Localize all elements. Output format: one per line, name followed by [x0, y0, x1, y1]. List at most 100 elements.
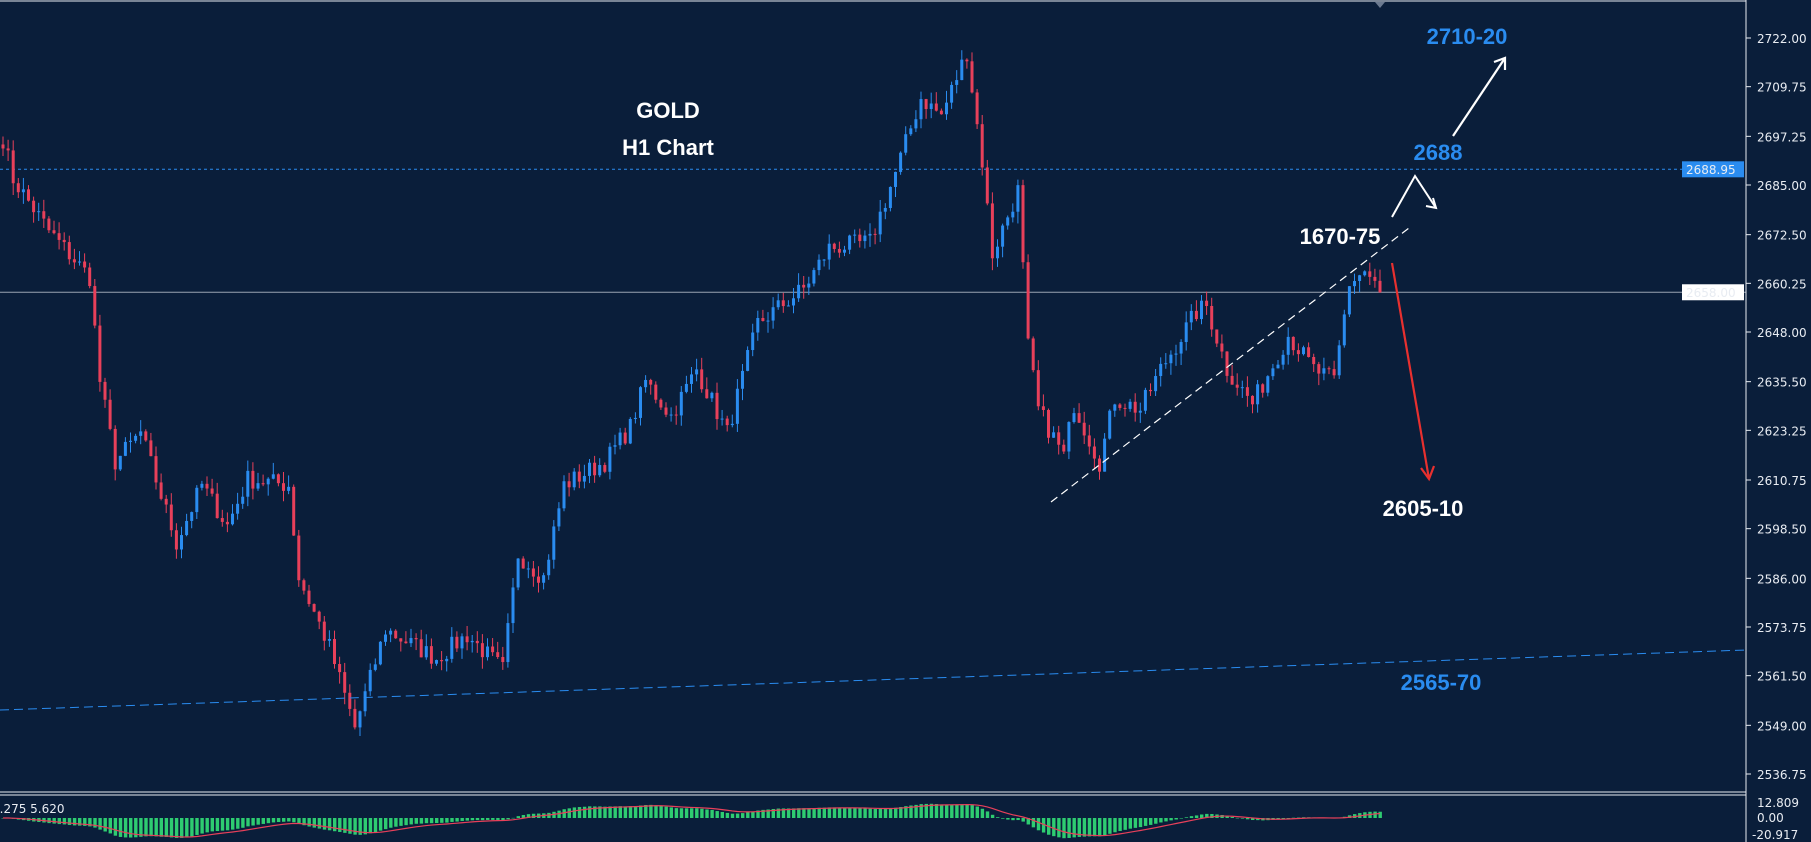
candles [1, 50, 1382, 737]
candle-body [475, 640, 479, 644]
macd-bar [1062, 818, 1066, 839]
macd-bar [215, 818, 220, 832]
macd-bar [174, 818, 179, 839]
macd-bar [858, 808, 862, 818]
macd-bar [639, 805, 643, 818]
macd-bar [725, 812, 730, 818]
macd-bar [180, 818, 184, 838]
macd-bar [588, 806, 592, 818]
candle-body [236, 503, 240, 514]
macd-bar [470, 818, 475, 821]
candle-body [1230, 375, 1234, 385]
macd-bar [669, 807, 673, 818]
macd-bar [1021, 818, 1025, 822]
macd-bar [1072, 818, 1076, 838]
macd-bar [531, 813, 536, 818]
bullish-arrow [1452, 57, 1506, 137]
macd-bar [1057, 818, 1061, 838]
candle-body [1322, 368, 1326, 374]
candle-body [934, 103, 938, 111]
candle-body [526, 568, 530, 570]
macd-bar [307, 818, 311, 827]
macd-bar [1128, 818, 1132, 829]
macd-bar [970, 805, 974, 818]
zigzag-arrow-head [1425, 197, 1438, 210]
macd-bar [1194, 815, 1199, 818]
candle-body [98, 325, 102, 382]
macd-bar [1138, 818, 1143, 828]
candle-body [78, 261, 81, 263]
annotation-target-high: 2710-20 [1427, 24, 1508, 49]
macd-bar [1016, 818, 1020, 821]
macd-bar [1149, 818, 1153, 825]
macd-bar [649, 804, 653, 818]
candle-body [1138, 410, 1142, 413]
candle-body [1052, 432, 1056, 438]
macd-bar [1001, 818, 1005, 819]
macd-bar [57, 818, 61, 825]
candle-body [159, 482, 163, 499]
candle-body [1036, 370, 1040, 407]
macd-bar [98, 818, 102, 830]
candle-body [792, 298, 795, 306]
channel-trendline [1050, 227, 1410, 503]
candle-body [1149, 389, 1152, 392]
candle-body [899, 152, 903, 172]
macd-bar [261, 818, 265, 824]
macd-bar [526, 814, 531, 818]
bearish-arrow [1390, 262, 1431, 480]
candle-body [384, 634, 387, 642]
candle-body [715, 392, 719, 420]
candle-body [914, 119, 918, 129]
candle-body [674, 414, 678, 416]
macd-bar [837, 807, 842, 818]
candle-body [618, 432, 622, 446]
macd-bar [1200, 814, 1204, 818]
macd-bar [394, 818, 398, 827]
candle-body [139, 431, 143, 436]
macd-bar [1118, 818, 1122, 831]
macd-bar [960, 804, 964, 818]
candle-body [904, 134, 908, 153]
candle-body [807, 283, 811, 288]
candle-body [1133, 401, 1137, 413]
macd-bar [1174, 818, 1178, 820]
candle-body [1072, 413, 1076, 423]
candle-body [1189, 310, 1193, 323]
candle-body [368, 669, 372, 692]
candle-body [1077, 413, 1081, 423]
candle-body [894, 171, 897, 187]
macd-bar [557, 810, 561, 818]
candle-body [83, 261, 87, 268]
candle-body [205, 483, 209, 489]
candle-body [537, 576, 540, 583]
macd-bar [164, 818, 169, 837]
macd-bar [389, 818, 393, 828]
candle-body [848, 235, 852, 250]
macd-bar [593, 806, 597, 818]
macd-bar [1378, 811, 1382, 818]
candle-body [771, 307, 775, 321]
candle-body [123, 441, 127, 456]
macd-bar [996, 817, 1000, 818]
candle-body [343, 672, 347, 693]
macd-bar [190, 818, 194, 837]
candle-body [440, 660, 444, 662]
macd-bar [990, 814, 995, 818]
macd-bar [929, 803, 934, 818]
macd-bar [1210, 814, 1214, 818]
macd-bar [659, 805, 663, 818]
candle-body [307, 590, 311, 605]
candle-body [42, 211, 46, 219]
candle-body [1021, 185, 1025, 263]
chart-shift-marker[interactable] [1375, 2, 1385, 8]
candle-body [684, 383, 688, 392]
candle-body [1062, 444, 1066, 452]
macd-bar [276, 818, 281, 822]
macd-bar [516, 816, 520, 818]
macd-bar [985, 811, 990, 818]
candle-body [1087, 435, 1091, 447]
candle-body [460, 636, 464, 649]
candle-body [1358, 275, 1362, 282]
candle-body [552, 526, 556, 560]
